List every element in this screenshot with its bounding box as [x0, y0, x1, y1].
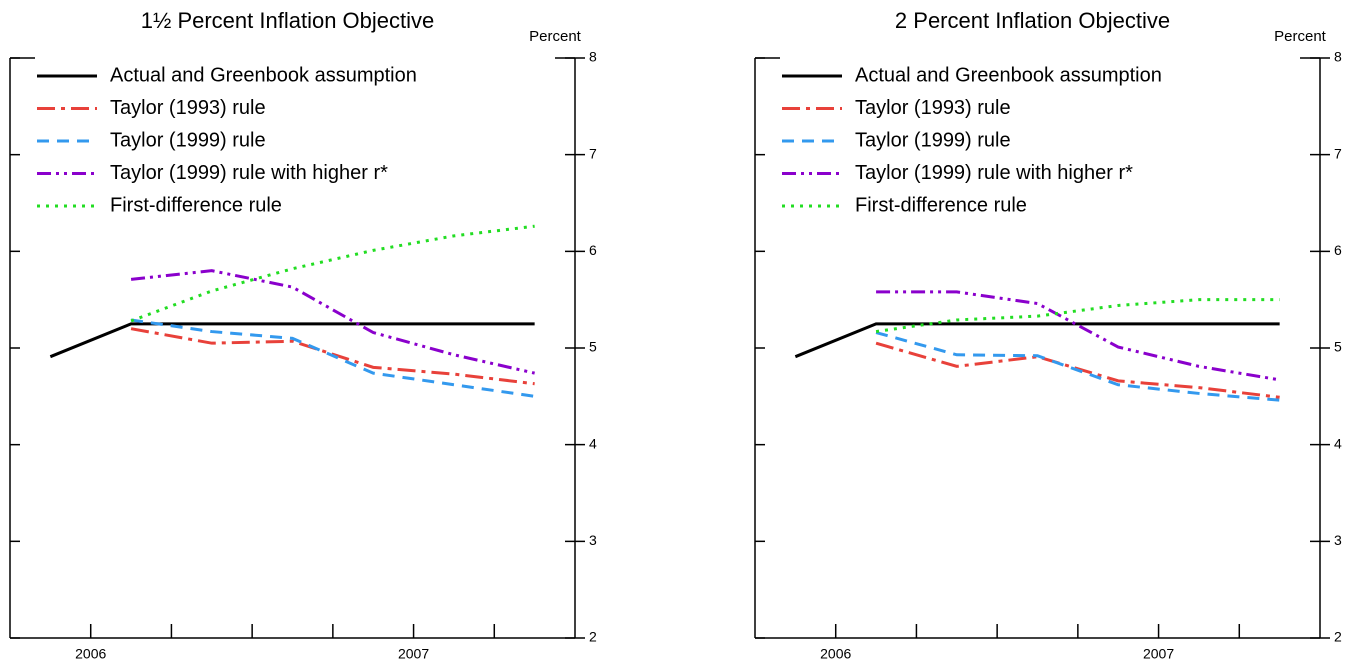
legend-label: Taylor (1993) rule — [855, 97, 1011, 119]
y-tick-label: 4 — [589, 435, 597, 451]
y-tick-label: 4 — [1334, 435, 1342, 451]
series-line — [130, 318, 535, 398]
y-tick-label: 3 — [1334, 532, 1342, 548]
legend-label: Taylor (1999) rule — [855, 129, 1011, 151]
y-tick-label: 5 — [589, 339, 597, 355]
series-line — [875, 331, 1280, 402]
y-tick-label: 6 — [589, 242, 597, 258]
y-tick-label: 2 — [1334, 629, 1342, 645]
y-tick-label: 2 — [589, 629, 597, 645]
legend-label: Actual and Greenbook assumption — [855, 64, 1162, 86]
chart-title: 1½ Percent Inflation Objective — [141, 8, 435, 33]
x-tick-label: 2006 — [75, 646, 106, 662]
legend-label: Actual and Greenbook assumption — [110, 64, 417, 86]
legend-label: First-difference rule — [110, 194, 282, 216]
series-line — [876, 290, 1280, 382]
series-line — [49, 322, 535, 359]
y-axis-label: Percent — [529, 28, 582, 45]
y-tick-label: 8 — [589, 49, 597, 65]
y-tick-label: 6 — [1334, 242, 1342, 258]
y-tick-label: 7 — [1334, 145, 1342, 161]
legend-label: Taylor (1993) rule — [110, 97, 266, 119]
legend-label: Taylor (1999) rule — [110, 129, 266, 151]
chart-title: 2 Percent Inflation Objective — [895, 8, 1170, 33]
y-tick-label: 5 — [1334, 339, 1342, 355]
legend-label: Taylor (1999) rule with higher r* — [110, 162, 388, 184]
y-axis-label: Percent — [1274, 28, 1327, 45]
x-tick-label: 2006 — [820, 646, 851, 662]
x-tick-label: 2007 — [1143, 646, 1174, 662]
y-tick-label: 3 — [589, 532, 597, 548]
x-tick-label: 2007 — [398, 646, 429, 662]
legend-label: Taylor (1999) rule with higher r* — [855, 162, 1133, 184]
y-tick-label: 8 — [1334, 49, 1342, 65]
series-line — [130, 269, 535, 375]
series-line — [794, 322, 1280, 359]
series-line — [130, 224, 535, 323]
series-line — [875, 298, 1280, 334]
legend-label: First-difference rule — [855, 194, 1027, 216]
y-tick-label: 7 — [589, 145, 597, 161]
